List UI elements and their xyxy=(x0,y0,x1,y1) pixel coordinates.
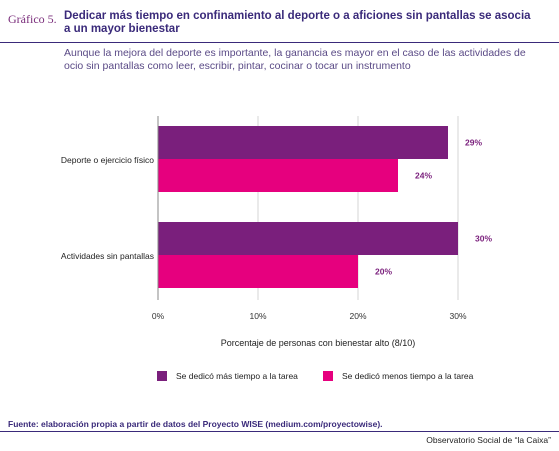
value-label-0-1: 24% xyxy=(415,171,432,181)
value-label-0-0: 29% xyxy=(465,138,482,148)
x-tick-label-30: 30% xyxy=(449,311,466,321)
chart-subtitle: Aunque la mejora del deporte es importan… xyxy=(64,47,526,72)
legend-label-less-time: Se dedicó menos tiempo a la tarea xyxy=(342,371,474,381)
bar-0-1 xyxy=(158,159,398,192)
x-tick-label-10: 10% xyxy=(249,311,266,321)
category-label-1: Actividades sin pantallas xyxy=(61,251,154,261)
legend-item-less-time: Se dedicó menos tiempo a la tarea xyxy=(323,371,473,381)
value-label-1-0: 30% xyxy=(475,234,492,244)
value-label-1-1: 20% xyxy=(375,267,392,277)
chart-legend: Se dedicó más tiempo a la tarea Se dedic… xyxy=(0,371,559,385)
footer-rule xyxy=(0,431,559,432)
bar-0-0 xyxy=(158,126,448,159)
x-tick-label-0: 0% xyxy=(152,311,165,321)
bar-1-0 xyxy=(158,222,458,255)
publisher-credit: Observatorio Social de “la Caixa” xyxy=(426,435,551,445)
legend-swatch-less-time xyxy=(323,371,333,381)
x-axis-title: Porcentaje de personas con bienestar alt… xyxy=(221,338,416,348)
legend-item-more-time: Se dedicó más tiempo a la tarea xyxy=(157,371,298,381)
chart-title: Dedicar más tiempo en confinamiento al d… xyxy=(64,10,531,35)
figure-label: Gráfico 5. xyxy=(8,12,57,26)
bar-chart: 0% 10% 20% 30% Porcentaje de personas con bi… xyxy=(61,116,492,348)
x-tick-label-20: 20% xyxy=(349,311,366,321)
legend-label-more-time: Se dedicó más tiempo a la tarea xyxy=(176,371,298,381)
category-label-0: Deporte o ejercicio físico xyxy=(61,155,154,165)
header-rule xyxy=(0,42,559,43)
source-note: Fuente: elaboración propia a partir de d… xyxy=(8,419,383,429)
bar-1-1 xyxy=(158,255,358,288)
legend-swatch-more-time xyxy=(157,371,167,381)
